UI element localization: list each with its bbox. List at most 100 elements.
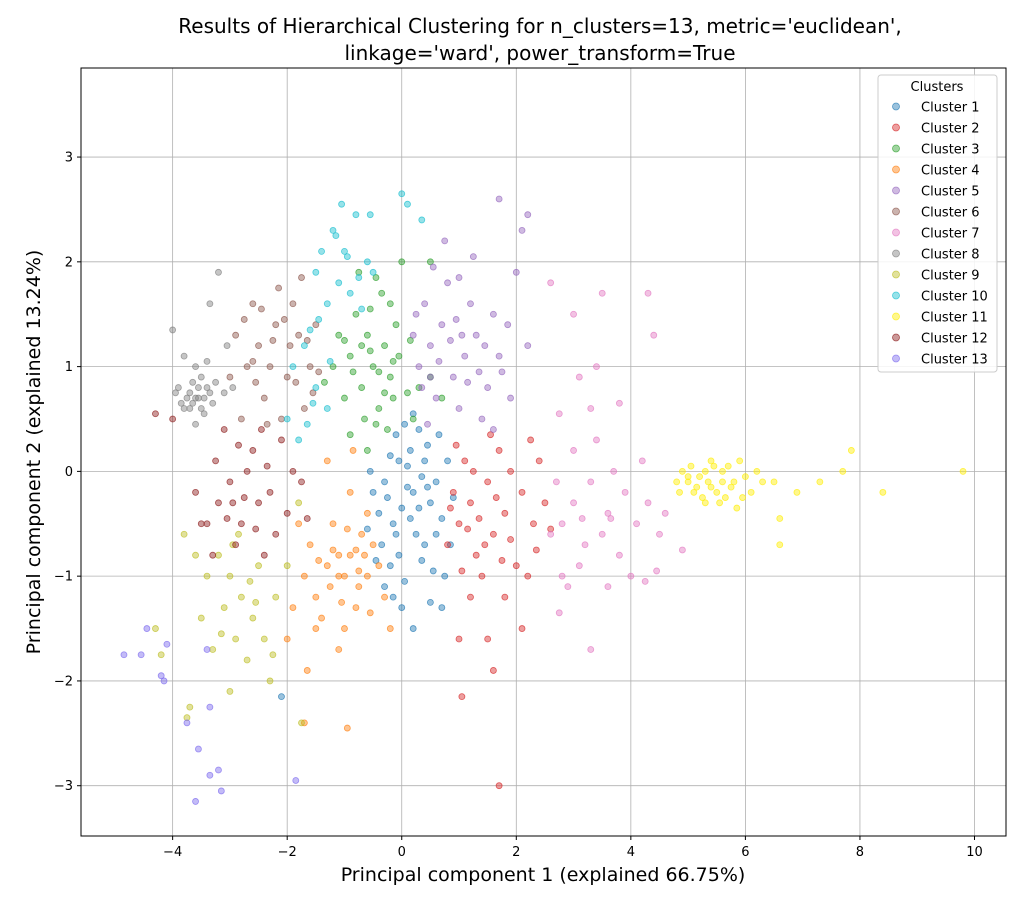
data-point bbox=[455, 635, 463, 643]
data-point bbox=[341, 337, 348, 344]
data-point bbox=[206, 771, 214, 779]
data-point bbox=[235, 441, 242, 449]
data-point bbox=[341, 394, 348, 402]
data-point bbox=[406, 337, 414, 344]
data-point bbox=[776, 541, 784, 549]
data-point bbox=[507, 394, 514, 402]
data-point bbox=[424, 483, 431, 491]
data-point bbox=[690, 488, 698, 496]
legend-label: Cluster 13 bbox=[921, 353, 988, 368]
data-point bbox=[266, 363, 274, 371]
series-cluster-8 bbox=[169, 268, 237, 428]
data-point bbox=[361, 415, 368, 423]
data-point bbox=[183, 714, 191, 722]
data-point bbox=[375, 509, 383, 517]
data-point bbox=[593, 436, 600, 444]
data-point bbox=[438, 515, 446, 522]
data-point bbox=[412, 310, 420, 318]
data-point bbox=[438, 604, 446, 611]
data-point bbox=[252, 598, 260, 606]
data-point bbox=[458, 331, 466, 339]
data-point bbox=[673, 478, 681, 486]
data-point bbox=[392, 321, 400, 329]
data-point bbox=[226, 478, 234, 486]
legend-item-cluster-2: Cluster 2 bbox=[892, 122, 980, 137]
data-point bbox=[392, 431, 400, 439]
data-point bbox=[481, 541, 489, 549]
data-point bbox=[326, 583, 334, 591]
data-point bbox=[352, 211, 360, 219]
data-point bbox=[449, 373, 457, 381]
data-point bbox=[621, 488, 629, 496]
data-point bbox=[361, 551, 368, 559]
data-point bbox=[581, 541, 589, 549]
data-point bbox=[378, 541, 386, 549]
data-point bbox=[441, 237, 449, 245]
data-point bbox=[455, 274, 463, 281]
data-point bbox=[312, 625, 320, 632]
data-point bbox=[295, 331, 303, 339]
legend-item-cluster-13: Cluster 13 bbox=[892, 353, 988, 368]
data-point bbox=[524, 342, 532, 350]
data-point bbox=[386, 562, 394, 570]
x-tick-label: 0 bbox=[398, 845, 406, 860]
data-point bbox=[363, 509, 371, 517]
legend-item-cluster-6: Cluster 6 bbox=[892, 206, 980, 221]
data-point bbox=[369, 268, 377, 276]
data-point bbox=[366, 347, 374, 355]
data-point bbox=[661, 509, 669, 517]
data-point bbox=[255, 342, 262, 350]
data-point bbox=[306, 541, 314, 549]
data-point bbox=[701, 467, 709, 475]
data-point bbox=[266, 488, 274, 496]
data-point bbox=[192, 420, 199, 428]
data-point bbox=[375, 368, 383, 376]
data-point bbox=[358, 530, 366, 538]
data-point bbox=[498, 557, 506, 564]
data-point bbox=[406, 447, 414, 454]
data-point bbox=[315, 368, 323, 376]
x-tick-label: 8 bbox=[856, 845, 864, 860]
data-point bbox=[329, 546, 337, 554]
data-point bbox=[452, 316, 460, 323]
data-point bbox=[369, 363, 377, 371]
data-point bbox=[369, 541, 377, 549]
data-point bbox=[192, 551, 199, 559]
data-point bbox=[444, 279, 451, 287]
data-point bbox=[163, 640, 171, 648]
data-point bbox=[186, 389, 194, 397]
data-point bbox=[315, 557, 323, 564]
data-point bbox=[558, 520, 566, 528]
data-point bbox=[326, 357, 334, 365]
data-point bbox=[587, 478, 595, 486]
data-point bbox=[335, 279, 343, 287]
data-point bbox=[329, 363, 337, 371]
y-tick-label: 1 bbox=[65, 360, 73, 375]
data-point bbox=[395, 457, 403, 465]
data-point bbox=[358, 305, 366, 313]
data-point bbox=[759, 478, 766, 486]
data-point bbox=[615, 399, 623, 407]
legend-label: Cluster 6 bbox=[921, 206, 980, 221]
legend-item-cluster-9: Cluster 9 bbox=[892, 269, 980, 284]
legend-label: Cluster 2 bbox=[921, 122, 980, 137]
y-tick-label: 2 bbox=[65, 255, 73, 270]
legend-box bbox=[877, 74, 998, 373]
data-point bbox=[716, 499, 724, 507]
data-point bbox=[438, 321, 446, 329]
data-point bbox=[415, 504, 423, 512]
data-point bbox=[398, 190, 406, 198]
data-point bbox=[461, 457, 469, 465]
data-point bbox=[409, 331, 417, 339]
data-point bbox=[269, 651, 277, 659]
data-point bbox=[684, 473, 692, 481]
data-point bbox=[558, 572, 566, 580]
y-axis-label: Principal component 2 (explained 13.24%) bbox=[23, 250, 45, 655]
data-point bbox=[369, 488, 377, 496]
data-point bbox=[404, 462, 411, 470]
data-point bbox=[438, 394, 446, 402]
data-point bbox=[512, 268, 520, 276]
data-point bbox=[598, 289, 606, 297]
data-point bbox=[186, 703, 194, 711]
data-point bbox=[461, 352, 469, 360]
